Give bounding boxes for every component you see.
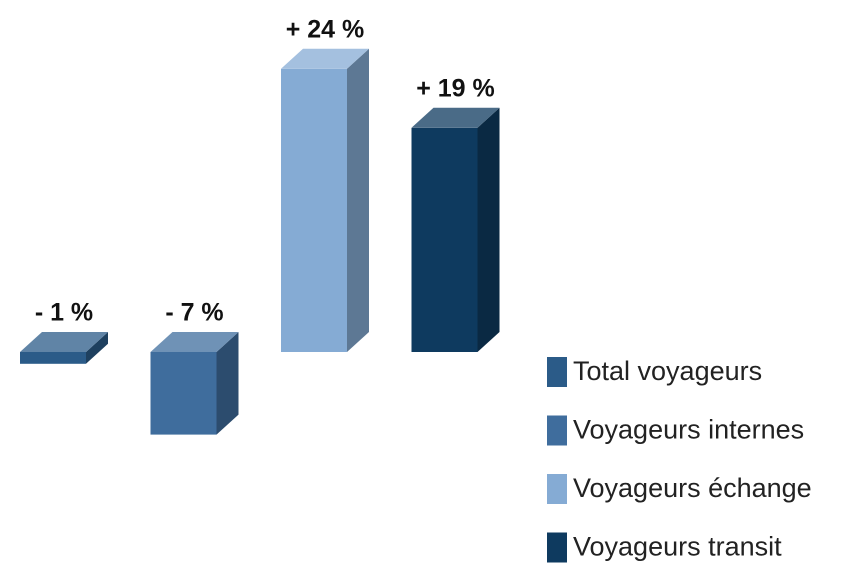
bar-top	[20, 332, 108, 352]
bar-side	[477, 107, 500, 352]
bar-front	[411, 127, 478, 352]
legend-swatch	[547, 415, 567, 446]
bar-side	[216, 332, 239, 435]
legend-label: Voyageurs échange	[573, 473, 812, 503]
bar	[20, 332, 108, 364]
bar-top	[411, 107, 500, 128]
bar-side	[86, 332, 108, 364]
bar-front	[281, 68, 347, 353]
legend-swatch	[547, 532, 567, 563]
legend-label: Voyageurs transit	[573, 532, 782, 562]
bar	[150, 332, 239, 435]
bar-top	[281, 48, 369, 69]
bar	[281, 48, 369, 353]
legend-label: Total voyageurs	[573, 356, 762, 386]
value-label: - 7 %	[165, 299, 223, 327]
bar-front	[20, 352, 86, 364]
legend-swatch	[547, 357, 567, 387]
value-label: + 24 %	[286, 15, 365, 43]
bar-side	[347, 48, 369, 353]
bar-front	[150, 352, 217, 435]
bar-top	[150, 332, 239, 352]
bar	[411, 107, 500, 352]
legend-label: Voyageurs internes	[573, 415, 804, 445]
value-label: - 1 %	[35, 299, 93, 327]
value-label: + 19 %	[416, 74, 495, 102]
legend-swatch	[547, 474, 567, 504]
